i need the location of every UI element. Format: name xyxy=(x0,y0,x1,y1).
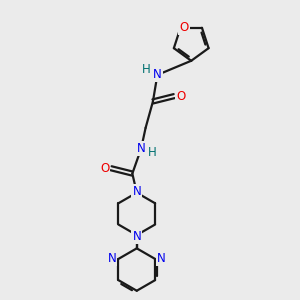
Text: O: O xyxy=(179,21,189,34)
Text: N: N xyxy=(157,252,166,266)
Text: N: N xyxy=(153,68,162,81)
Text: O: O xyxy=(100,162,109,175)
Text: N: N xyxy=(107,252,116,266)
Text: N: N xyxy=(132,185,141,198)
Text: N: N xyxy=(132,185,141,198)
Text: H: H xyxy=(148,146,157,159)
Text: H: H xyxy=(142,63,151,76)
Text: N: N xyxy=(132,230,141,243)
Text: N: N xyxy=(137,142,146,155)
Text: O: O xyxy=(176,90,185,103)
